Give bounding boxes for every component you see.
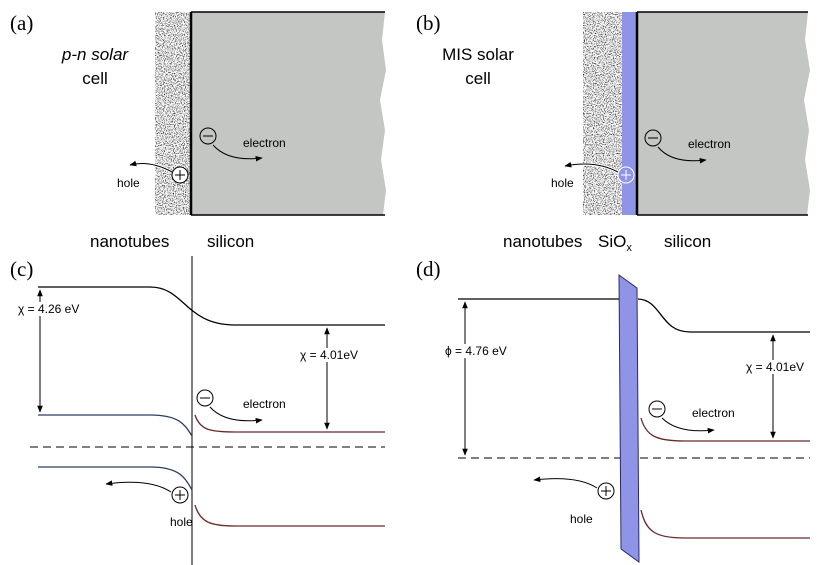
band-edge bbox=[195, 505, 385, 526]
electron-label: electron bbox=[688, 137, 731, 151]
material-label: silicon bbox=[207, 232, 254, 251]
material-label: nanotubes bbox=[90, 232, 169, 251]
silicon-block bbox=[191, 12, 386, 215]
nanotube-texture bbox=[583, 12, 623, 215]
nanotube-texture bbox=[155, 12, 191, 215]
vacuum-level bbox=[638, 299, 810, 332]
figure: (a) p-n solar cell hole electron nanotub… bbox=[0, 0, 821, 565]
band-edge bbox=[38, 467, 192, 490]
hole-label: hole bbox=[170, 515, 193, 529]
panel-label: (b) bbox=[416, 11, 441, 35]
vacuum-level bbox=[38, 287, 385, 325]
gap-label: ϕ = 4.76 eV bbox=[445, 344, 507, 358]
electron-label: electron bbox=[243, 136, 286, 150]
oxide-sub: x bbox=[626, 242, 632, 254]
hole-label: hole bbox=[570, 512, 593, 526]
title-line: cell bbox=[465, 69, 491, 88]
panel-b: (b) MIS solar cell hole electron nanotub… bbox=[416, 11, 810, 254]
panel-c: (c) χ = 4.26 eV χ = 4.01eV electron hole bbox=[10, 256, 385, 565]
electron-label: electron bbox=[243, 397, 286, 411]
panel-d: (d) ϕ = 4.76 eV χ = 4.01eV electron hole bbox=[416, 257, 810, 562]
silicon-block bbox=[637, 12, 810, 215]
oxide-layer bbox=[622, 12, 637, 215]
panel-label: (c) bbox=[10, 257, 33, 281]
gap-label: χ = 4.26 eV bbox=[18, 302, 79, 316]
band-edge bbox=[641, 510, 810, 538]
oxide-main: SiO bbox=[598, 232, 626, 251]
hole-arrow bbox=[106, 482, 171, 492]
hole-label: hole bbox=[117, 176, 140, 190]
band-edge bbox=[38, 415, 192, 436]
title-line: cell bbox=[82, 69, 108, 88]
panel-a: (a) p-n solar cell hole electron nanotub… bbox=[10, 11, 386, 251]
electron-label: electron bbox=[692, 406, 735, 420]
panel-label: (a) bbox=[10, 11, 33, 35]
oxide-barrier bbox=[619, 275, 639, 562]
gap-label: χ = 4.01eV bbox=[300, 348, 358, 362]
band-edge bbox=[195, 415, 385, 432]
material-label: silicon bbox=[664, 232, 711, 251]
gap-label: χ = 4.01eV bbox=[746, 360, 804, 374]
title-line: p-n solar bbox=[61, 45, 129, 64]
material-label: nanotubes bbox=[503, 232, 582, 251]
material-label: SiOx bbox=[598, 232, 632, 254]
hole-label: hole bbox=[551, 176, 574, 190]
panel-label: (d) bbox=[416, 257, 441, 281]
title-line: MIS solar bbox=[442, 45, 514, 64]
hole-arrow bbox=[534, 479, 597, 488]
